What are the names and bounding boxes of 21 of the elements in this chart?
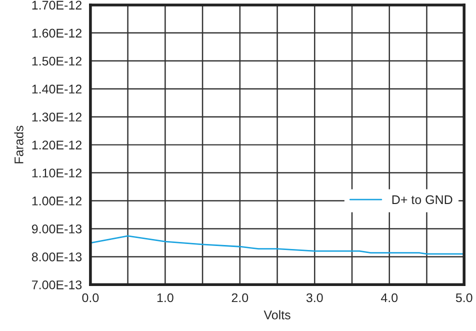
y-tick-label: 1.10E-12 <box>32 168 82 178</box>
y-tick-label: 1.30E-12 <box>32 112 82 122</box>
y-tick-label: 1.60E-12 <box>32 28 82 38</box>
y-tick-label: 1.50E-12 <box>32 56 82 66</box>
y-tick-label: 1.40E-12 <box>32 84 82 94</box>
y-tick-label: 8.00E-13 <box>32 252 82 262</box>
x-tick-label: 2.0 <box>232 293 248 302</box>
x-axis-title: Volts <box>264 310 290 320</box>
x-tick-label: 3.0 <box>306 293 323 302</box>
legend-label: D+ to GND <box>392 195 452 204</box>
y-tick-label: 1.70E-12 <box>32 0 82 10</box>
y-tick-label: 1.20E-12 <box>32 140 82 150</box>
x-tick-label: 5.0 <box>456 293 472 302</box>
y-tick-label: 9.00E-13 <box>32 224 82 234</box>
line-series <box>90 235 464 255</box>
y-tick-label: 7.00E-13 <box>32 280 82 290</box>
x-tick-label: 1.0 <box>157 293 174 302</box>
y-axis-title: Farads <box>14 126 24 164</box>
y-tick-label: 1.00E-12 <box>32 196 82 206</box>
x-tick-label: 0.0 <box>82 293 99 302</box>
x-tick-label: 4.0 <box>380 293 398 302</box>
